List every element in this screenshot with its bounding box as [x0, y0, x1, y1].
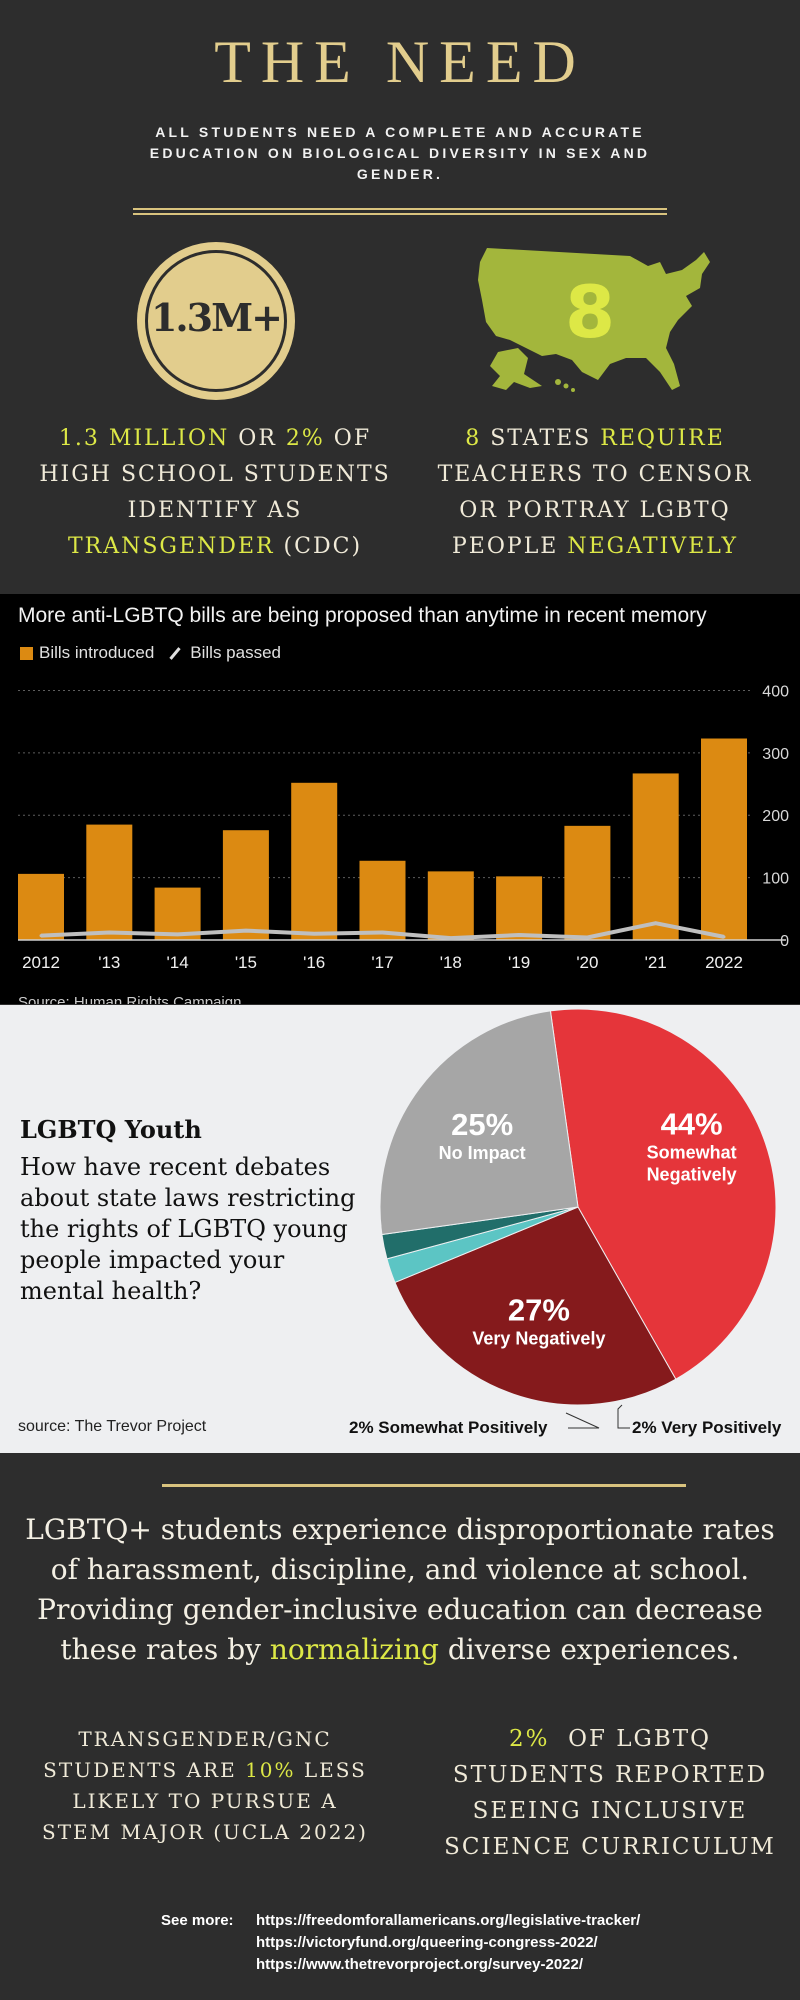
bar-introduced-1	[86, 824, 133, 940]
pie-pct-1: 27%	[508, 1292, 570, 1327]
y-tick-300: 300	[762, 746, 789, 763]
callout-somewhat-positively: 2% Somewhat Positively	[349, 1418, 548, 1437]
link-queering-congress[interactable]: https://victoryfund.org/queering-congres…	[256, 1934, 598, 1951]
legend-swatch-passed	[169, 646, 181, 660]
point-passed-5	[381, 931, 384, 935]
point-passed-7	[517, 933, 521, 937]
disparity-paragraph: LGBTQ+ students experience disproportion…	[25, 1513, 775, 1666]
pie-slice-1	[394, 1206, 677, 1406]
pie-label-0: Somewhat	[647, 1142, 737, 1162]
point-passed-9	[654, 921, 658, 925]
bar-introduced-3	[222, 830, 269, 940]
callout-line-left	[565, 1412, 600, 1429]
pie-heading: LGBTQ Youth	[20, 1115, 202, 1144]
pie-slice-4	[379, 1010, 579, 1236]
point-passed-10	[722, 935, 726, 939]
stat-badge-inner-ring	[145, 250, 287, 392]
callout-very-positively: 2% Very Positively	[632, 1418, 782, 1437]
x-tick-7: '19	[508, 953, 530, 972]
bar-introduced-9	[632, 773, 679, 940]
x-tick-5: '17	[371, 953, 393, 972]
see-more-label: See more:	[161, 1912, 234, 1929]
section-divider	[162, 1484, 686, 1487]
bar-introduced-6	[427, 871, 474, 940]
page-subtitle: ALL STUDENTS NEED A COMPLETE AND ACCURAT…	[149, 124, 651, 182]
link-trevor-survey[interactable]: https://www.thetrevorproject.org/survey-…	[256, 1956, 584, 1973]
header-divider-bottom	[133, 213, 667, 215]
pie-label-1: Very Negatively	[472, 1328, 605, 1348]
legend-label-introduced: Bills introduced	[39, 643, 155, 662]
states-count: 8	[564, 270, 616, 354]
bills-chart-panel: More anti-LGBTQ bills are being proposed…	[0, 594, 800, 1004]
pie-label2-0: Negatively	[647, 1164, 737, 1184]
chart-legend: Bills introduced Bills passed	[20, 643, 281, 663]
bar-introduced-0	[18, 873, 64, 940]
us-map-icon	[478, 248, 710, 392]
page-title: THE NEED	[214, 29, 586, 95]
y-tick-0: 0	[780, 933, 789, 950]
chart-source: Source: Human Rights Campaign	[18, 994, 242, 1004]
bar-introduced-2	[154, 887, 201, 940]
stat-states-text: 8 STATES REQUIRE TEACHERS TO CENSOR OR P…	[437, 426, 753, 559]
legend-swatch-introduced	[20, 646, 33, 660]
x-tick-3: '15	[235, 953, 257, 972]
pie-pct-4: 25%	[451, 1107, 513, 1142]
point-passed-0	[39, 934, 43, 938]
x-tick-4: '16	[303, 953, 325, 972]
callout-line-right	[617, 1404, 630, 1429]
pie-pct-0: 44%	[661, 1106, 723, 1141]
stat-badge: 1.3M+	[137, 242, 295, 400]
bar-introduced-10	[701, 738, 747, 940]
legend-label-passed: Bills passed	[190, 643, 281, 662]
pie-panel: LGBTQ Youth How have recent debates abou…	[0, 1005, 800, 1453]
x-tick-0: 2012	[22, 953, 60, 972]
x-tick-1: '13	[98, 953, 120, 972]
x-tick-6: '18	[440, 953, 462, 972]
point-passed-6	[449, 936, 453, 940]
pie-label-4: No Impact	[439, 1143, 526, 1163]
point-passed-4	[312, 932, 316, 936]
bar-introduced-8	[564, 825, 611, 940]
point-passed-2	[176, 932, 180, 936]
point-passed-3	[244, 929, 248, 933]
stem-stat-text: TRANSGENDER/GNC STUDENTS ARE 10% LESS LI…	[42, 1727, 368, 1844]
bar-introduced-4	[291, 782, 338, 940]
x-tick-10: 2022	[705, 953, 743, 972]
link-legislative-tracker[interactable]: https://freedomforallamericans.org/legis…	[256, 1912, 641, 1929]
point-passed-1	[107, 931, 111, 935]
stat-transgender-text: 1.3 MILLION OR 2% OF HIGH SCHOOL STUDENT…	[39, 426, 391, 559]
bar-chart: 0 100 200 300 400 2012 '13 '14 '15 '16 '17 '18 '19 '2…	[18, 683, 789, 972]
see-more-links: https://freedomforallamericans.org/legis…	[256, 1910, 640, 1976]
stat-badge-value: 1.3M+	[150, 295, 283, 340]
y-tick-200: 200	[762, 808, 789, 825]
pie-slice-0	[549, 1008, 777, 1380]
point-passed-8	[585, 936, 589, 940]
x-tick-2: '14	[167, 953, 189, 972]
chart-title: More anti-LGBTQ bills are being proposed…	[18, 604, 707, 627]
x-tick-8: '20	[576, 953, 598, 972]
bar-introduced-5	[359, 860, 406, 940]
y-tick-100: 100	[762, 871, 789, 888]
bar-introduced-7	[496, 876, 543, 940]
curriculum-stat-text: 2% OF LGBTQ STUDENTS REPORTED SEEING INC…	[444, 1726, 776, 1860]
y-tick-400: 400	[762, 683, 789, 700]
x-tick-9: '21	[645, 953, 667, 972]
pie-question: How have recent debates about state laws…	[20, 1153, 356, 1305]
header-divider-top	[133, 208, 667, 210]
pie-source: source: The Trevor Project	[18, 1418, 207, 1435]
